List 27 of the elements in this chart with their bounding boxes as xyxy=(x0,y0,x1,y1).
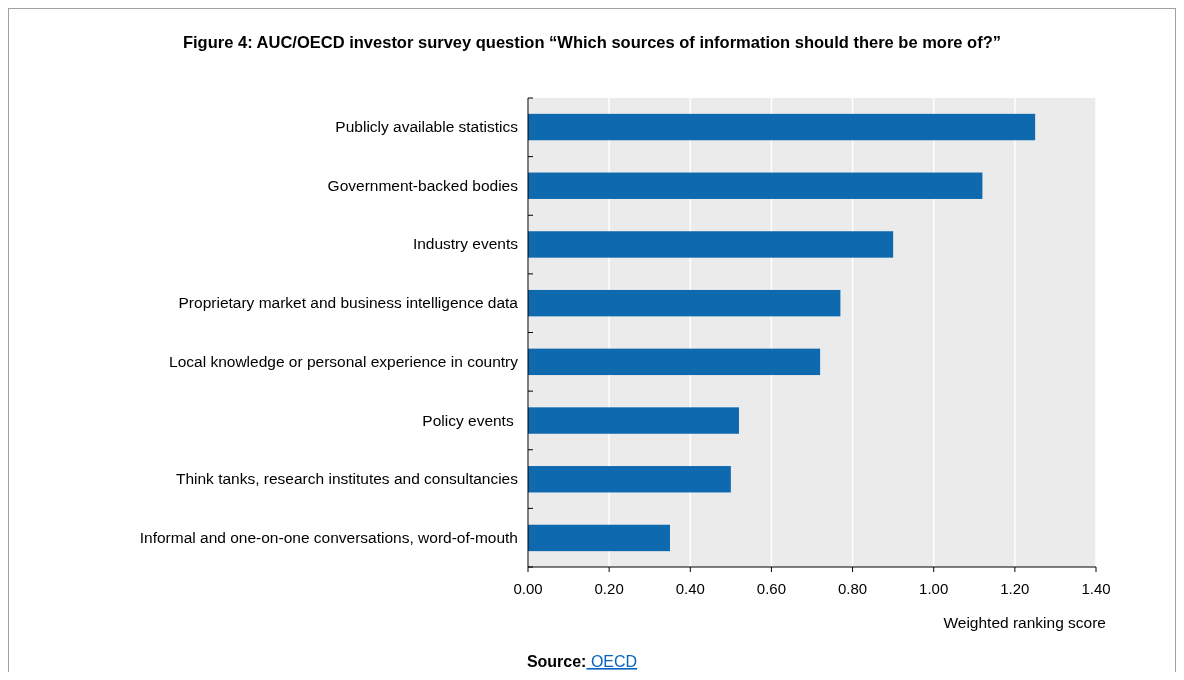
x-tick-label: 1.40 xyxy=(1081,580,1111,597)
bar xyxy=(528,113,1036,141)
y-tick-label: Proprietary market and business intelligence data xyxy=(178,294,519,312)
bar xyxy=(528,172,983,199)
chart-title: Figure 4: AUC/OECD investor survey question “Which sources of information should there be more of?” xyxy=(182,33,1002,51)
x-tick-label: 0.40 xyxy=(675,580,705,597)
source-note: Source: OECD xyxy=(526,653,638,670)
y-tick-label: Local knowledge or personal experience in country xyxy=(169,352,519,370)
x-tick-label: 1.00 xyxy=(919,580,949,597)
y-tick-label: Think tanks, research institutes and consultancies xyxy=(175,470,519,488)
y-tick-label: Policy events xyxy=(422,411,518,429)
bar xyxy=(528,524,670,552)
y-tick-label: Informal and one-on-one conversations, word-of-mouth xyxy=(139,528,518,546)
bar xyxy=(528,231,894,258)
x-tick-label: 0.60 xyxy=(756,580,787,597)
bar xyxy=(528,289,841,317)
bar xyxy=(528,466,731,493)
x-tick-label: 0.00 xyxy=(513,580,543,597)
bar xyxy=(528,407,739,434)
y-tick-label: Government-backed bodies xyxy=(327,176,519,194)
x-tick-label: 0.80 xyxy=(837,580,868,597)
y-tick-label: Industry events xyxy=(412,235,519,253)
bar xyxy=(528,348,821,376)
x-tick-label: 1.20 xyxy=(1000,580,1030,597)
x-tick-label: 0.20 xyxy=(594,580,624,597)
y-tick-label: Publicly available statistics xyxy=(335,118,519,136)
x-axis-title: Weighted ranking score xyxy=(943,614,1106,631)
